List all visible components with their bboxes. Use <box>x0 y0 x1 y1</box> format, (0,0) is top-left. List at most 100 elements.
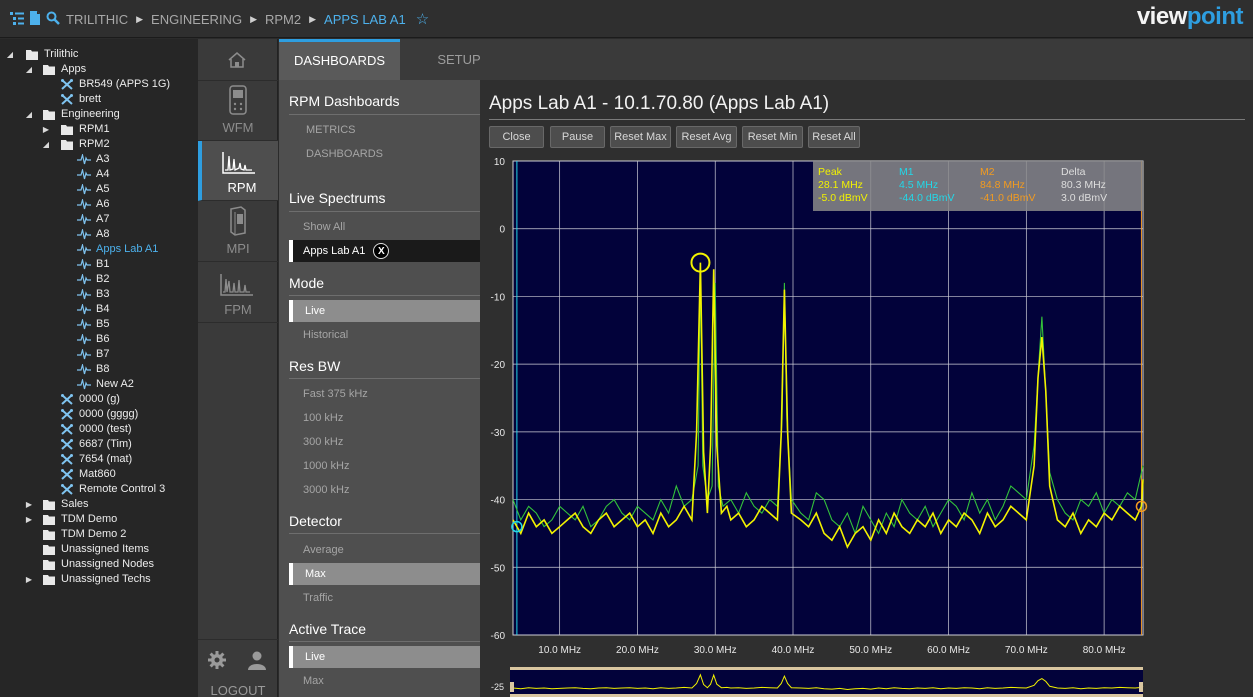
nav-mpi[interactable]: MPI <box>198 202 278 262</box>
home-button[interactable] <box>198 39 278 81</box>
tree-node[interactable]: B4 <box>0 302 198 317</box>
breadcrumb-item[interactable]: RPM2 <box>264 11 302 27</box>
active-trace-option-max[interactable]: Max <box>303 675 324 687</box>
tree-menu-icon[interactable] <box>10 11 24 25</box>
tree-node[interactable]: 6687 (Tim) <box>0 437 198 452</box>
tree-node[interactable]: ◢ RPM2 <box>0 137 198 152</box>
gear-icon[interactable] <box>207 650 227 670</box>
tree-node[interactable]: BR549 (APPS 1G) <box>0 77 198 92</box>
res-bw-option[interactable]: 100 kHz <box>303 412 344 424</box>
page-title: Apps Lab A1 - 10.1.70.80 (Apps Lab A1) <box>489 93 830 114</box>
close-spectrum-button[interactable]: X <box>373 243 390 260</box>
tree-node-label: B4 <box>96 303 110 315</box>
nav-fpm-label: FPM <box>224 302 252 317</box>
tree-node[interactable]: TDM Demo 2 <box>0 527 198 542</box>
pause-button[interactable]: Pause <box>550 126 605 148</box>
collapse-arrow-icon[interactable]: ◢ <box>25 65 33 74</box>
expand-arrow-icon[interactable]: ▶ <box>25 575 33 584</box>
expand-arrow-icon[interactable]: ▶ <box>25 515 33 524</box>
tree-node[interactable]: A7 <box>0 212 198 227</box>
tree-node[interactable]: B1 <box>0 257 198 272</box>
pulse-icon <box>77 242 91 255</box>
mode-option-historical[interactable]: Historical <box>303 329 349 341</box>
title-divider <box>489 119 1245 120</box>
tree-node[interactable]: A5 <box>0 182 198 197</box>
y-tick-label: -20 <box>491 360 506 371</box>
tree-node[interactable]: B7 <box>0 347 198 362</box>
tree-node[interactable]: 7654 (mat) <box>0 452 198 467</box>
close-button[interactable]: Close <box>489 126 544 148</box>
tree-node[interactable]: Unassigned Items <box>0 542 198 557</box>
tree-node[interactable]: A6 <box>0 197 198 212</box>
tree-node[interactable]: ▶ Sales <box>0 497 198 512</box>
res-bw-option[interactable]: 3000 kHz <box>303 484 350 496</box>
active-trace-option-live[interactable]: Live <box>289 646 480 668</box>
nav-rpm[interactable]: RPM <box>198 141 278 201</box>
tree-node[interactable]: B2 <box>0 272 198 287</box>
nav-wfm[interactable]: WFM <box>198 81 278 141</box>
collapse-arrow-icon[interactable]: ◢ <box>42 140 50 149</box>
reset-avg-button[interactable]: Reset Avg <box>676 126 737 148</box>
expand-arrow-icon[interactable]: ▶ <box>42 125 50 134</box>
tree-node[interactable]: New A2 <box>0 377 198 392</box>
reset-min-button[interactable]: Reset Min <box>742 126 803 148</box>
tab-setup[interactable]: SETUP <box>437 52 481 67</box>
document-icon[interactable] <box>28 11 42 25</box>
spectrum-chart-area: 10 0 -10 -20 -30 -40 -50 -60 10.0 MHz 20.0 MHz 30.… <box>480 155 1253 697</box>
tree-node[interactable]: A3 <box>0 152 198 167</box>
expand-arrow-icon[interactable]: ▶ <box>25 500 33 509</box>
tree-node[interactable]: 0000 (g) <box>0 392 198 407</box>
reset-all-button[interactable]: Reset All <box>808 126 860 148</box>
tree-node[interactable]: ▶ TDM Demo <box>0 512 198 527</box>
module-nav: WFM RPM MPI FPM <box>198 39 278 697</box>
dashboards-link[interactable]: DASHBOARDS <box>306 148 384 160</box>
tree-node[interactable]: 0000 (gggg) <box>0 407 198 422</box>
section-header: Live Spectrums <box>289 190 386 206</box>
detector-option-max[interactable]: Max <box>289 563 480 585</box>
reset-max-button[interactable]: Reset Max <box>610 126 671 148</box>
breadcrumb-item[interactable]: ENGINEERING <box>151 11 243 27</box>
tree-node[interactable]: B5 <box>0 317 198 332</box>
metrics-link[interactable]: METRICS <box>306 124 356 136</box>
user-icon[interactable] <box>247 650 267 670</box>
res-bw-option[interactable]: Fast 375 kHz <box>303 388 368 400</box>
tree-node[interactable]: A4 <box>0 167 198 182</box>
res-bw-option[interactable]: 1000 kHz <box>303 460 350 472</box>
breadcrumb-item[interactable]: TRILITHIC <box>66 11 129 27</box>
res-bw-option[interactable]: 300 kHz <box>303 436 344 448</box>
mode-option-live[interactable]: Live <box>289 300 480 322</box>
tree-node[interactable]: B3 <box>0 287 198 302</box>
collapse-arrow-icon[interactable]: ◢ <box>6 50 14 59</box>
tree-node[interactable]: Remote Control 3 <box>0 482 198 497</box>
tab-dashboards[interactable]: DASHBOARDS <box>279 39 400 80</box>
tree-node-label: 7654 (mat) <box>79 453 133 465</box>
collapse-arrow-icon[interactable]: ◢ <box>25 110 33 119</box>
show-all-link[interactable]: Show All <box>303 221 346 233</box>
tree-node[interactable]: Mat860 <box>0 467 198 482</box>
tree-node[interactable]: Apps Lab A1 <box>0 242 198 257</box>
tree-node[interactable]: ◢ Trilithic <box>0 47 198 62</box>
tree-node[interactable]: ▶ Unassigned Techs <box>0 572 198 587</box>
detector-option-average[interactable]: Average <box>303 544 344 556</box>
tree-node[interactable]: 0000 (test) <box>0 422 198 437</box>
favorite-star-icon[interactable]: ☆ <box>415 11 430 28</box>
tree-node[interactable]: A8 <box>0 227 198 242</box>
tree-node[interactable]: B8 <box>0 362 198 377</box>
x-tick-label: 10.0 MHz <box>538 645 581 656</box>
tree-node[interactable]: ◢ Apps <box>0 62 198 77</box>
tree-node[interactable]: B6 <box>0 332 198 347</box>
nav-fpm[interactable]: FPM <box>198 263 278 323</box>
pulse-icon <box>77 167 91 180</box>
detector-option-traffic[interactable]: Traffic <box>303 592 333 604</box>
tools-icon <box>61 79 73 90</box>
tree-node[interactable]: ▶ RPM1 <box>0 122 198 137</box>
tree-node-label: Remote Control 3 <box>79 483 166 495</box>
spectrum-chart[interactable]: 10 0 -10 -20 -30 -40 -50 -60 10.0 MHz 20.0 MHz 30.… <box>480 155 1253 697</box>
spectrum-item[interactable]: Apps Lab A1 X <box>289 240 480 262</box>
search-icon[interactable] <box>46 11 60 25</box>
section-header: RPM Dashboards <box>289 93 400 109</box>
tree-node[interactable]: brett <box>0 92 198 107</box>
tree-node[interactable]: Unassigned Nodes <box>0 557 198 572</box>
logout-link[interactable]: LOGOUT <box>210 683 266 697</box>
tree-node[interactable]: ◢ Engineering <box>0 107 198 122</box>
